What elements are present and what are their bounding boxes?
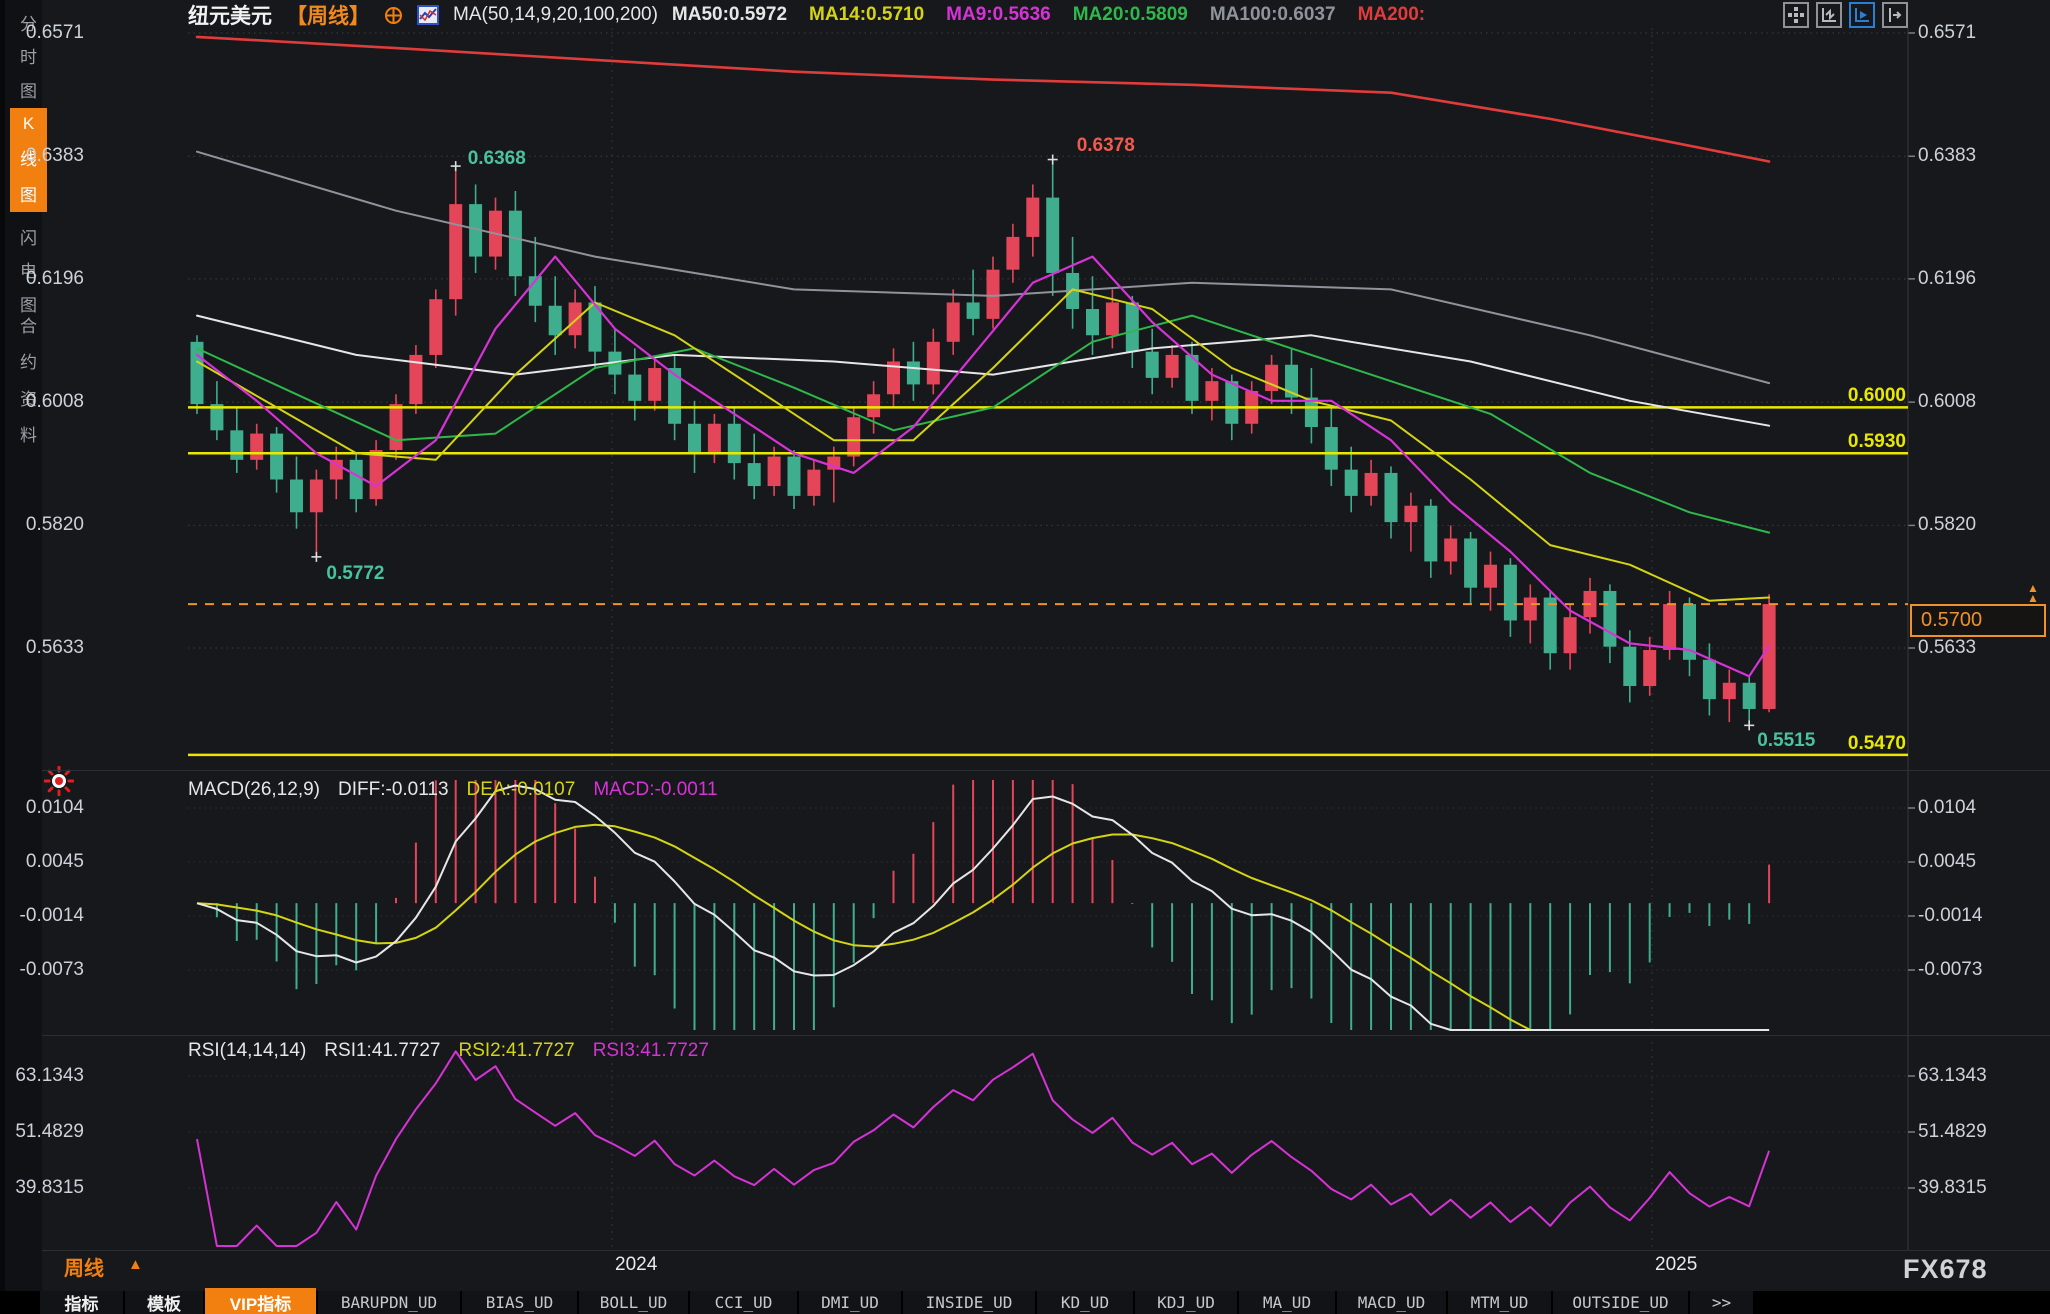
- rsi1-value: RSI1:41.7727: [324, 1040, 441, 1061]
- tab-BIAS_UD[interactable]: BIAS_UD: [462, 1291, 577, 1314]
- tab-CCI_UD[interactable]: CCI_UD: [690, 1291, 797, 1314]
- rsi-axis-label-left: 51.4829: [15, 1120, 84, 1142]
- rsi-header: RSI(14,14,14) RSI1:41.7727 RSI2:41.7727 …: [188, 1040, 709, 1062]
- macd-axis-label-left: -0.0073: [19, 958, 84, 980]
- symbol-title: 纽元美元: [188, 5, 272, 28]
- price-up-arrow-icon: ▲: [2027, 581, 2039, 595]
- price-axis-label-right: 0.5820: [1918, 514, 1977, 536]
- price-axis-label-right: 0.6008: [1918, 391, 1977, 413]
- rsi-axis-label-right: 39.8315: [1918, 1176, 1987, 1198]
- sidebar-item-合约资料[interactable]: 合约资料: [20, 316, 37, 446]
- macd-dea-value: DEA:-0.0107: [466, 779, 576, 800]
- axis-scale-icon[interactable]: [1816, 2, 1842, 28]
- crosshair-grid-icon[interactable]: [1783, 2, 1809, 28]
- tab-BARUPDN_UD[interactable]: BARUPDN_UD: [318, 1291, 460, 1314]
- macd-axis-label-left: 0.0045: [25, 850, 84, 872]
- price-level-label: 0.5470: [1847, 732, 1906, 754]
- hot-marker-icon: [43, 765, 75, 801]
- tab-KD_UD[interactable]: KD_UD: [1037, 1291, 1133, 1314]
- tab-模板[interactable]: 模板: [125, 1291, 203, 1314]
- tab->>[interactable]: >>: [1690, 1291, 1753, 1314]
- panel-separator: [42, 1035, 2050, 1036]
- sidebar-item-闪电图[interactable]: 闪电图: [20, 229, 37, 315]
- price-level-label: 0.6000: [1847, 385, 1906, 407]
- ma-value-label: MA200:: [1357, 4, 1426, 25]
- macd-axis-label-right: 0.0104: [1918, 797, 1977, 818]
- tab-MACD_UD[interactable]: MACD_UD: [1337, 1291, 1446, 1314]
- rsi-axis-label-right: 63.1343: [1918, 1065, 1987, 1086]
- x-axis-year-label: 2025: [1655, 1254, 1698, 1275]
- tab-MTM_UD[interactable]: MTM_UD: [1448, 1291, 1551, 1314]
- rsi-axis-label-left: 63.1343: [15, 1065, 84, 1086]
- price-up-arrow-icon: ▲: [2027, 591, 2039, 605]
- macd-header: MACD(26,12,9) DIFF:-0.0113 DEA:-0.0107 M…: [188, 779, 718, 801]
- tab-BOLL_UD[interactable]: BOLL_UD: [579, 1291, 688, 1314]
- macd-title: MACD(26,12,9): [188, 779, 320, 800]
- tab-指标[interactable]: 指标: [40, 1291, 123, 1314]
- panel-separator: [42, 1250, 2050, 1251]
- price-axis-label-left: 0.5820: [25, 514, 84, 536]
- price-axis-label-left: 0.6008: [25, 391, 84, 413]
- toolbar: [1783, 2, 1908, 28]
- ma-value-label: MA9:0.5636: [946, 4, 1051, 25]
- macd-macd-value: MACD:-0.0011: [593, 779, 718, 800]
- shift-right-icon[interactable]: [1882, 2, 1908, 28]
- ma-value-label: MA100:0.6037: [1209, 4, 1336, 25]
- price-annotation: 0.6368: [467, 148, 526, 170]
- ma-values: MA50:0.5972 MA14:0.5710 MA9:0.5636 MA20:0.5…: [672, 4, 1425, 26]
- tab-KDJ_UD[interactable]: KDJ_UD: [1135, 1291, 1237, 1314]
- watermark: FX678: [1903, 1254, 1988, 1284]
- macd-axis-label-left: 0.0104: [25, 797, 84, 818]
- macd-axis-label-right: -0.0073: [1918, 958, 1983, 980]
- rsi-axis-label-left: 39.8315: [15, 1176, 84, 1198]
- price-axis-label-right: 0.5633: [1918, 636, 1977, 658]
- price-axis-label-right: 0.6383: [1918, 145, 1977, 167]
- price-axis-label-left: 0.6196: [25, 267, 84, 289]
- price-axis-label-right: 0.6196: [1918, 267, 1977, 289]
- price-level-label: 0.5930: [1847, 431, 1906, 453]
- price-axis-label-left: 0.6571: [25, 22, 84, 43]
- macd-axis-label-left: -0.0014: [19, 904, 84, 926]
- tabbar-spacer: [0, 1291, 40, 1314]
- chart-header: 纽元美元 【周线】 MA(50,14,9,20,100,200) MA50:0.…: [188, 2, 1425, 28]
- price-axis-label-right: 0.6571: [1918, 22, 1977, 43]
- target-icon[interactable]: [384, 6, 403, 25]
- macd-axis-label-right: 0.0045: [1918, 850, 1977, 872]
- price-annotation: 0.5515: [1757, 730, 1816, 752]
- indicator-tabbar: 指标 模板 VIP指标 BARUPDN_UD BIAS_UD BOLL_UD CCI_UD D…: [0, 1291, 2050, 1314]
- x-axis-year-label: 2024: [615, 1254, 658, 1275]
- tab-DMI_UD[interactable]: DMI_UD: [799, 1291, 901, 1314]
- macd-diff-value: DIFF:-0.0113: [338, 779, 449, 800]
- period-tag: 【周线】: [286, 5, 370, 28]
- price-annotation: 0.6378: [1076, 134, 1135, 156]
- ma-value-label: MA50:0.5972: [671, 4, 788, 25]
- footer-period-label[interactable]: 周线: [64, 1258, 104, 1280]
- rsi-axis-label-right: 51.4829: [1918, 1120, 1987, 1142]
- sidebar-item-分时图[interactable]: 分时图: [20, 15, 37, 101]
- panel-separator: [42, 770, 2050, 771]
- ma-value-label: MA20:0.5809: [1072, 4, 1188, 25]
- rsi2-value: RSI2:41.7727: [458, 1040, 575, 1061]
- price-axis-label-left: 0.5633: [25, 636, 84, 658]
- tab-MA_UD[interactable]: MA_UD: [1239, 1291, 1335, 1314]
- ma-settings-label: MA(50,14,9,20,100,200): [453, 4, 658, 25]
- footer-period-arrow-icon[interactable]: ▲: [128, 1256, 143, 1273]
- current-price-box: 0.5700: [1910, 604, 2046, 637]
- price-axis-label-left: 0.6383: [25, 145, 84, 167]
- tab-VIP指标[interactable]: VIP指标: [205, 1291, 316, 1314]
- mini-chart-icon[interactable]: [417, 5, 439, 25]
- rsi3-value: RSI3:41.7727: [592, 1040, 709, 1061]
- rsi-title: RSI(14,14,14): [188, 1040, 307, 1061]
- price-annotation: 0.5772: [326, 562, 385, 584]
- ma-value-label: MA14:0.5710: [809, 4, 925, 25]
- macd-axis-label-right: -0.0014: [1918, 904, 1983, 926]
- tab-OUTSIDE_UD[interactable]: OUTSIDE_UD: [1553, 1291, 1688, 1314]
- axis-play-icon[interactable]: [1849, 2, 1875, 28]
- tab-INSIDE_UD[interactable]: INSIDE_UD: [903, 1291, 1035, 1314]
